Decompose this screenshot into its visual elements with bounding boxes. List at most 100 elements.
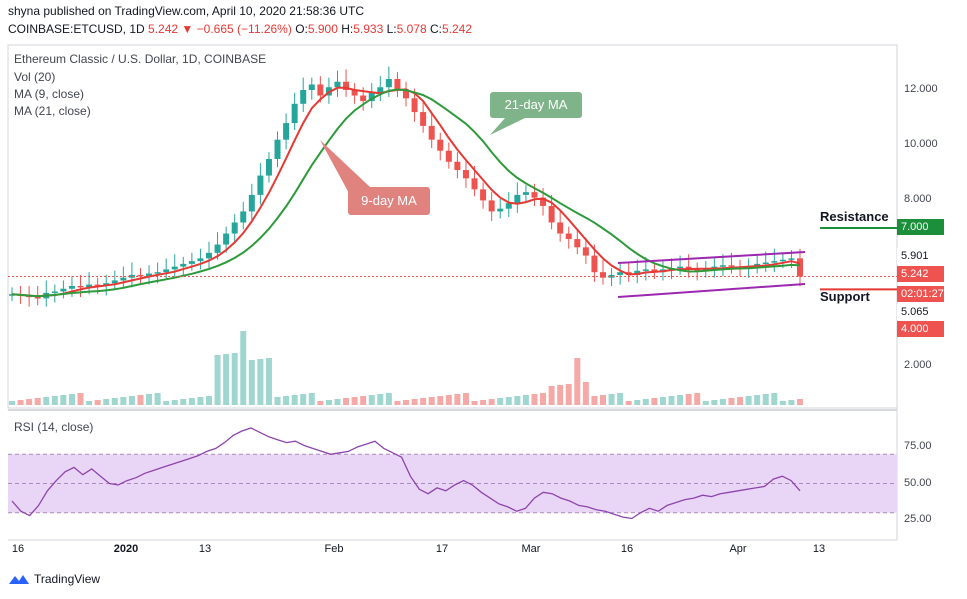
candle-body bbox=[428, 125, 435, 140]
candle-body bbox=[505, 203, 512, 209]
resistance-label: Resistance bbox=[820, 209, 889, 224]
volume-bar bbox=[128, 396, 135, 405]
volume-bar bbox=[103, 399, 110, 405]
ma21-line bbox=[11, 88, 801, 298]
volume-bar bbox=[9, 401, 15, 405]
candle-body bbox=[334, 81, 341, 88]
candle-body bbox=[719, 265, 726, 267]
price-tag: 7.000 bbox=[897, 219, 944, 235]
candle-body bbox=[51, 291, 58, 293]
volume-bar bbox=[471, 401, 478, 405]
publisher-line: shyna published on TradingView.com, Apri… bbox=[8, 4, 365, 18]
volume-bar bbox=[154, 393, 161, 405]
volume-bar bbox=[291, 395, 298, 405]
legend-ma21[interactable]: MA (21, close) bbox=[14, 104, 91, 118]
down-arrow-icon: ▼ bbox=[181, 22, 194, 36]
volume-bar bbox=[797, 399, 803, 405]
candle-body bbox=[540, 197, 547, 206]
volume-bar bbox=[137, 395, 144, 405]
volume-bar bbox=[685, 394, 692, 405]
volume-bar bbox=[617, 393, 624, 405]
candle-body bbox=[608, 274, 615, 278]
volume-bar bbox=[206, 396, 212, 405]
volume-bar bbox=[420, 398, 427, 405]
volume-bar bbox=[651, 398, 658, 405]
candle-body bbox=[197, 258, 204, 262]
volume-bar bbox=[754, 395, 761, 405]
candle-body bbox=[600, 272, 606, 278]
rsi-tick-label: 50.00 bbox=[904, 476, 932, 489]
volume-bar bbox=[488, 399, 495, 405]
candle-body bbox=[548, 205, 555, 223]
time-tick-label: 16 bbox=[11, 543, 25, 555]
volume-bar bbox=[600, 395, 606, 405]
ma21-callout: 21-day MA bbox=[490, 92, 582, 118]
volume-bar bbox=[325, 400, 332, 405]
price-tick-label: 10.000 bbox=[904, 138, 938, 151]
volume-bar bbox=[197, 397, 204, 405]
candle-body bbox=[394, 78, 401, 90]
volume-bar bbox=[531, 394, 538, 405]
candle-body bbox=[128, 274, 135, 278]
time-tick-label: 17 bbox=[435, 543, 449, 555]
candle-body bbox=[522, 192, 529, 195]
legend-ma9[interactable]: MA (9, close) bbox=[14, 87, 85, 101]
candle-body bbox=[137, 274, 144, 277]
legend-rsi[interactable]: RSI (14, close) bbox=[14, 420, 94, 434]
volume-bar bbox=[625, 401, 632, 405]
volume-bar bbox=[591, 396, 598, 405]
rsi-tick-label: 25.00 bbox=[904, 513, 932, 525]
volume-bar bbox=[257, 359, 264, 405]
volume-bar bbox=[565, 384, 572, 405]
volume-bar bbox=[522, 395, 529, 405]
volume-bar bbox=[120, 397, 127, 405]
volume-bar bbox=[111, 398, 118, 405]
candle-body bbox=[762, 262, 769, 264]
channel-lower-line bbox=[617, 283, 806, 298]
time-tick-label: 13 bbox=[812, 543, 826, 555]
volume-bar bbox=[214, 355, 221, 405]
volume-bar bbox=[360, 396, 367, 405]
volume-bar bbox=[788, 400, 795, 405]
volume-bar bbox=[437, 396, 444, 405]
volume-bar bbox=[385, 393, 392, 405]
volume-bar bbox=[343, 398, 350, 405]
volume-bar bbox=[94, 400, 101, 405]
candle-body bbox=[403, 90, 409, 99]
volume-bar bbox=[728, 398, 735, 405]
candle-body bbox=[462, 170, 469, 179]
candle-body bbox=[248, 194, 255, 212]
volume-bar bbox=[779, 401, 786, 405]
candle-body bbox=[223, 233, 230, 245]
candle-body bbox=[206, 252, 212, 259]
candle-body bbox=[694, 269, 701, 271]
volume-bar bbox=[146, 394, 153, 405]
candle-body bbox=[634, 270, 641, 275]
time-tick-label: 13 bbox=[198, 543, 212, 555]
volume-bar bbox=[51, 396, 58, 405]
volume-bar bbox=[351, 397, 358, 405]
candle-body bbox=[497, 208, 504, 212]
close-value: 5.242 bbox=[442, 22, 473, 36]
volume-bar bbox=[68, 394, 75, 405]
volume-bar bbox=[26, 399, 33, 405]
chart-title[interactable]: Ethereum Classic / U.S. Dollar, 1D, COIN… bbox=[14, 52, 267, 66]
volume-bar bbox=[711, 400, 718, 405]
volume-bar bbox=[548, 386, 555, 405]
volume-bar bbox=[702, 401, 709, 405]
candle-body bbox=[531, 192, 538, 198]
legend-vol[interactable]: Vol (20) bbox=[14, 70, 56, 84]
volume-bar bbox=[274, 397, 281, 405]
volume-bar bbox=[454, 394, 461, 405]
volume-bar bbox=[394, 401, 401, 405]
tradingview-footer[interactable]: TradingView bbox=[8, 572, 100, 586]
symbol: COINBASE:ETCUSD, 1D bbox=[8, 22, 145, 36]
volume-bar bbox=[188, 398, 195, 405]
candle-body bbox=[188, 261, 195, 264]
price-tag: 5.242 bbox=[897, 266, 944, 282]
volume-bar bbox=[582, 382, 589, 405]
volume-bar bbox=[368, 395, 375, 405]
volume-bar bbox=[514, 396, 521, 405]
candle-body bbox=[728, 265, 735, 267]
